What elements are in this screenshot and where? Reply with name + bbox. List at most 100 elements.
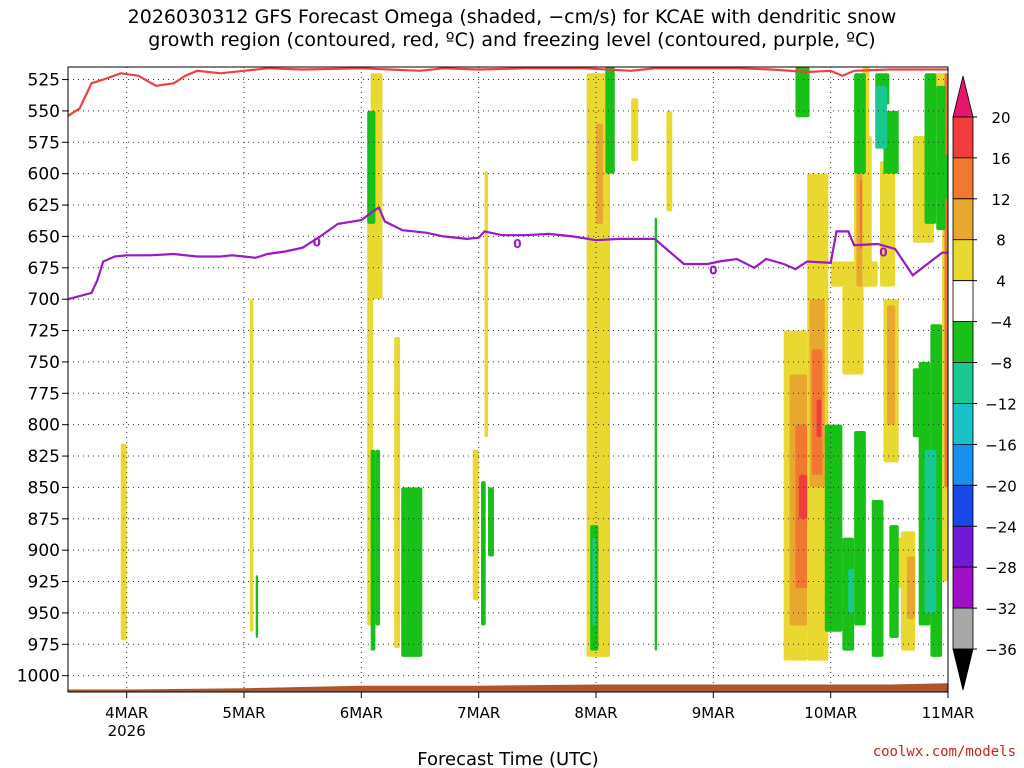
omega-region-9 bbox=[596, 123, 604, 224]
y-tick-label-700: 700 bbox=[28, 290, 60, 310]
omega-region-6 bbox=[472, 449, 479, 601]
y-tick-label-975: 975 bbox=[28, 635, 60, 655]
colorbar-swatch-1 bbox=[952, 116, 974, 159]
omega-region-15 bbox=[798, 474, 808, 519]
x-tick-label-1: 5MAR bbox=[222, 704, 265, 722]
y-tick-label-875: 875 bbox=[28, 510, 60, 530]
ground-profile bbox=[68, 683, 948, 692]
colorbar-swatch-3 bbox=[952, 198, 974, 241]
pressure-axis: 525 550 575 600 625 650 675 700 725 750 775 800 825 8… bbox=[17, 71, 68, 687]
omega-region-46 bbox=[605, 67, 615, 174]
omega-region-63 bbox=[924, 449, 937, 613]
x-tick-label-5: 9MAR bbox=[692, 704, 735, 722]
colorbar-swatch-12 bbox=[952, 566, 974, 609]
x-tick-label-2: 6MAR bbox=[340, 704, 383, 722]
omega-region-39 bbox=[375, 449, 381, 626]
colorbar-swatch-14 bbox=[952, 648, 974, 691]
colorbar-label-0: 20 bbox=[991, 109, 1010, 127]
colorbar-label-8: −16 bbox=[985, 436, 1017, 454]
colorbar-swatch-8 bbox=[952, 403, 974, 445]
y-tick-label-675: 675 bbox=[28, 259, 60, 279]
y-tick-label-900: 900 bbox=[28, 541, 60, 561]
omega-region-57 bbox=[875, 85, 887, 149]
omega-region-19 bbox=[816, 399, 822, 438]
colorbar-swatch-7 bbox=[952, 362, 974, 404]
omega-region-26 bbox=[879, 161, 896, 287]
omega-region-37 bbox=[367, 110, 376, 224]
omega-shading bbox=[120, 67, 948, 661]
y-tick-label-600: 600 bbox=[28, 165, 60, 185]
colorbar-swatch-2 bbox=[952, 157, 974, 200]
omega-region-10 bbox=[631, 98, 639, 162]
colorbar-swatch-0 bbox=[952, 75, 974, 118]
title-line-2: growth region (contoured, red, ºC) and f… bbox=[148, 29, 876, 51]
omega-region-8 bbox=[586, 73, 611, 657]
grid-lines bbox=[68, 67, 949, 692]
y-tick-label-550: 550 bbox=[28, 102, 60, 122]
colorbar-label-1: 16 bbox=[991, 150, 1010, 168]
omega-region-52 bbox=[854, 430, 866, 626]
omega-region-7 bbox=[484, 171, 489, 438]
y-tick-label-750: 750 bbox=[28, 353, 60, 373]
y-tick-label-925: 925 bbox=[28, 573, 60, 593]
omega-region-11 bbox=[666, 110, 673, 212]
colorbar-label-3: 8 bbox=[996, 232, 1006, 250]
colorbar-swatch-4 bbox=[952, 239, 974, 282]
omega-region-51 bbox=[848, 569, 855, 613]
colorbar-label-9: −20 bbox=[985, 477, 1017, 495]
x-tick-sublabel: 2026 bbox=[108, 722, 146, 740]
omega-region-53 bbox=[871, 499, 884, 657]
omega-region-60 bbox=[854, 73, 866, 174]
time-axis: 4MAR 5MAR 6MAR 7MAR 8MAR 9MAR 10MAR 11MAR 2026 bbox=[105, 692, 974, 740]
x-axis-label: Forecast Time (UTC) bbox=[417, 749, 598, 768]
freezing-level-label-1: 0 bbox=[513, 237, 521, 251]
omega-region-48 bbox=[795, 67, 810, 118]
y-tick-label-625: 625 bbox=[28, 196, 60, 216]
omega-region-21 bbox=[842, 286, 864, 375]
dgz-contour-line bbox=[67, 67, 948, 117]
colorbar-label-6: −8 bbox=[990, 355, 1012, 373]
y-tick-label-525: 525 bbox=[28, 71, 60, 91]
colorbar-swatch-5 bbox=[952, 280, 974, 322]
omega-region-59 bbox=[936, 154, 948, 199]
omega-region-43 bbox=[488, 487, 494, 557]
omega-region-4 bbox=[394, 336, 401, 649]
omega-region-42 bbox=[481, 481, 486, 626]
chart-title: 2026030312 GFS Forecast Omega (shaded, −… bbox=[0, 6, 1024, 52]
plot-frame bbox=[67, 66, 949, 693]
y-tick-label-650: 650 bbox=[28, 227, 60, 247]
y-tick-label-1000: 1000 bbox=[17, 667, 60, 687]
colorbar-label-12: −32 bbox=[985, 600, 1017, 618]
colorbar-label-2: 12 bbox=[991, 191, 1010, 209]
omega-region-45 bbox=[592, 537, 596, 626]
omega-region-54 bbox=[889, 525, 899, 639]
omega-region-40 bbox=[401, 487, 423, 657]
colorbar-label-4: 4 bbox=[996, 273, 1006, 291]
y-tick-label-575: 575 bbox=[28, 133, 60, 153]
x-tick-label-6: 10MAR bbox=[804, 704, 857, 722]
colorbar-swatch-10 bbox=[952, 484, 974, 527]
freezing-level-label-3: 0 bbox=[879, 246, 887, 260]
colorbar-swatch-11 bbox=[952, 525, 974, 568]
y-tick-label-800: 800 bbox=[28, 416, 60, 436]
y-tick-label-775: 775 bbox=[28, 384, 60, 404]
x-tick-label-7: 11MAR bbox=[922, 704, 975, 722]
colorbar-label-13: −36 bbox=[985, 641, 1017, 659]
x-tick-label-4: 8MAR bbox=[574, 704, 617, 722]
ground-surface bbox=[68, 683, 948, 692]
colorbar-label-7: −12 bbox=[985, 395, 1017, 413]
omega-region-0 bbox=[120, 443, 127, 641]
x-tick-label-3: 7MAR bbox=[457, 704, 500, 722]
omega-region-1 bbox=[249, 299, 254, 632]
freezing-level-label-2: 0 bbox=[709, 263, 717, 277]
colorbar-label-11: −28 bbox=[985, 559, 1017, 577]
colorbar-swatch-6 bbox=[952, 321, 974, 363]
freezing-level-line bbox=[67, 205, 948, 301]
contour-lines: 0 0 0 0 bbox=[67, 67, 948, 301]
watermark: coolwx.com/models bbox=[872, 744, 1016, 760]
omega-region-64 bbox=[912, 368, 923, 438]
x-tick-label-0: 4MAR bbox=[105, 704, 148, 722]
omega-colorbar: 20 16 12 8 4 −4 −8 −12 −16 −20 −24 −28 −32 −36 bbox=[952, 75, 1017, 691]
colorbar-label-5: −4 bbox=[990, 314, 1012, 332]
